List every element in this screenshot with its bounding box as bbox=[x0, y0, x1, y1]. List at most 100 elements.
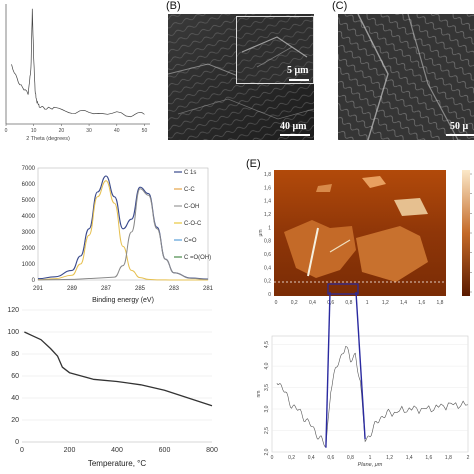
xps-legend-label: C-C bbox=[184, 187, 195, 193]
inset-scale-label: 5 μm bbox=[287, 65, 309, 76]
tga-y-tick-label: 120 bbox=[7, 307, 19, 314]
afm-x-tick-label: 1,6 bbox=[418, 300, 425, 306]
profile-x-tick-label: 1,4 bbox=[406, 455, 413, 461]
afm-flake-right bbox=[356, 226, 428, 282]
panel-e-letter: (E) bbox=[246, 158, 261, 170]
profile-y-tick-label: 3,0 bbox=[264, 405, 270, 412]
sem-inset: 5 μm bbox=[236, 16, 314, 84]
afm-y-tick-label: 0,6 bbox=[264, 252, 271, 258]
xps-x-tick-label: 289 bbox=[67, 286, 78, 292]
profile-x-tick-label: 0 bbox=[271, 455, 274, 461]
xps-legend-label: C=O bbox=[184, 238, 197, 244]
afm-flake-small bbox=[316, 184, 332, 192]
xps-series-coh bbox=[37, 188, 209, 281]
afm-x-tick-label: 1,2 bbox=[382, 300, 389, 306]
afm-flake-main bbox=[284, 220, 356, 278]
afm-flake-top bbox=[362, 176, 386, 188]
afm-x-tick-label: 0,4 bbox=[309, 300, 316, 306]
afm-colorbar bbox=[462, 170, 470, 296]
afm-y-tick-label: 0,2 bbox=[264, 279, 271, 285]
profile-x-axis-title: Plane, μm bbox=[358, 462, 383, 468]
tga-y-tick-label: 20 bbox=[11, 417, 19, 424]
xrd-x-tick-label: 10 bbox=[31, 128, 37, 134]
tga-x-tick-label: 0 bbox=[20, 447, 24, 454]
afm-x-tick-label: 0 bbox=[275, 300, 278, 306]
afm-flake-bright bbox=[394, 198, 428, 216]
xps-legend-label: C 1s bbox=[184, 170, 196, 176]
panel-b-letter: (B) bbox=[166, 0, 181, 12]
afm-y-tick-label: 1 bbox=[268, 225, 271, 231]
profile-x-tick-label: 1,8 bbox=[445, 455, 452, 461]
xrd-x-tick-label: 30 bbox=[86, 128, 92, 134]
xps-legend-label: C =O(OH) bbox=[184, 255, 211, 261]
xps-series-cc bbox=[37, 180, 208, 281]
tga-series-line bbox=[24, 331, 213, 407]
xps-legend-label: C-O-C bbox=[184, 221, 202, 227]
afm-y-tick-label: 0,4 bbox=[264, 265, 271, 271]
profile-x-tick-label: 1 bbox=[369, 455, 372, 461]
panel-c-letter: (C) bbox=[332, 0, 348, 12]
profile-y-tick-label: 2,5 bbox=[264, 427, 270, 434]
xrd-x-tick-label: 50 bbox=[142, 128, 148, 134]
scalebar-c bbox=[446, 134, 474, 136]
xps-y-tick-label: 4000 bbox=[22, 214, 36, 220]
profile-series-line bbox=[276, 346, 469, 448]
xps-x-tick-label: 291 bbox=[33, 286, 44, 292]
profile-x-tick-label: 2 bbox=[467, 455, 470, 461]
profile-x-tick-label: 0,8 bbox=[347, 455, 354, 461]
tga-y-tick-label: 100 bbox=[7, 329, 19, 336]
profile-y-tick-label: 2,0 bbox=[264, 448, 270, 455]
main-scalebar-b bbox=[280, 134, 310, 136]
tga-y-tick-label: 80 bbox=[11, 351, 19, 358]
profile-x-tick-label: 0,4 bbox=[308, 455, 315, 461]
tga-y-tick-label: 0 bbox=[15, 439, 19, 446]
profile-x-tick-label: 1,6 bbox=[425, 455, 432, 461]
afm-x-tick-label: 1,8 bbox=[437, 300, 444, 306]
tga-x-axis-title: Temperature, °C bbox=[88, 459, 147, 468]
afm-x-tick-label: 0,6 bbox=[327, 300, 334, 306]
afm-x-tick-label: 0,2 bbox=[291, 300, 298, 306]
afm-fold-line bbox=[307, 227, 319, 277]
tga-x-tick-label: 200 bbox=[64, 447, 76, 454]
profile-frame bbox=[271, 335, 469, 453]
profile-x-tick-label: 0,2 bbox=[288, 455, 295, 461]
xrd-x-tick-label: 0 bbox=[5, 128, 8, 134]
scale-label-c: 50 μ bbox=[450, 121, 469, 132]
afm-x-tick-label: 1,4 bbox=[400, 300, 407, 306]
afm-y-tick-label: 1,6 bbox=[264, 185, 271, 191]
xps-x-axis-title: Binding energy (eV) bbox=[92, 297, 154, 304]
xrd-x-axis-title: 2 Theta (degrees) bbox=[26, 136, 70, 142]
inset-scalebar bbox=[289, 79, 309, 81]
afm-x-tick-label: 1 bbox=[366, 300, 369, 306]
afm-y-tick-label: 1,2 bbox=[264, 212, 271, 218]
tga-y-tick-label: 40 bbox=[11, 395, 19, 402]
afm-fold-line-2 bbox=[329, 239, 351, 253]
sem-image-b: 5 μm 40 μm bbox=[168, 14, 314, 140]
xrd-x-tick-label: 20 bbox=[59, 128, 65, 134]
afm-y-tick-label: 1,8 bbox=[264, 172, 271, 178]
afm-y-unit: μm bbox=[258, 229, 264, 236]
tga-x-tick-label: 800 bbox=[206, 447, 218, 454]
afm-y-tick-label: 0,8 bbox=[264, 239, 271, 245]
afm-x-tick-label: 0,8 bbox=[345, 300, 352, 306]
xps-plot-frame bbox=[37, 167, 209, 281]
tga-x-tick-label: 600 bbox=[159, 447, 171, 454]
tga-x-tick-label: 400 bbox=[111, 447, 123, 454]
xps-x-tick-label: 285 bbox=[135, 286, 146, 292]
xrd-x-tick-label: 40 bbox=[114, 128, 120, 134]
xps-y-tick-label: 6000 bbox=[22, 182, 36, 188]
afm-selection-box bbox=[327, 283, 359, 295]
afm-y-tick-label: 1,4 bbox=[264, 199, 271, 205]
xps-x-tick-label: 283 bbox=[169, 286, 180, 292]
profile-y-tick-label: 3,5 bbox=[264, 384, 270, 391]
profile-y-tick-label: 4,5 bbox=[264, 341, 270, 348]
profile-connector-right bbox=[355, 291, 366, 440]
xps-legend-label: C-OH bbox=[184, 204, 199, 210]
afm-y-tick-label: 0 bbox=[268, 292, 271, 298]
xps-y-tick-label: 0 bbox=[32, 278, 36, 284]
profile-x-tick-label: 1,2 bbox=[386, 455, 393, 461]
